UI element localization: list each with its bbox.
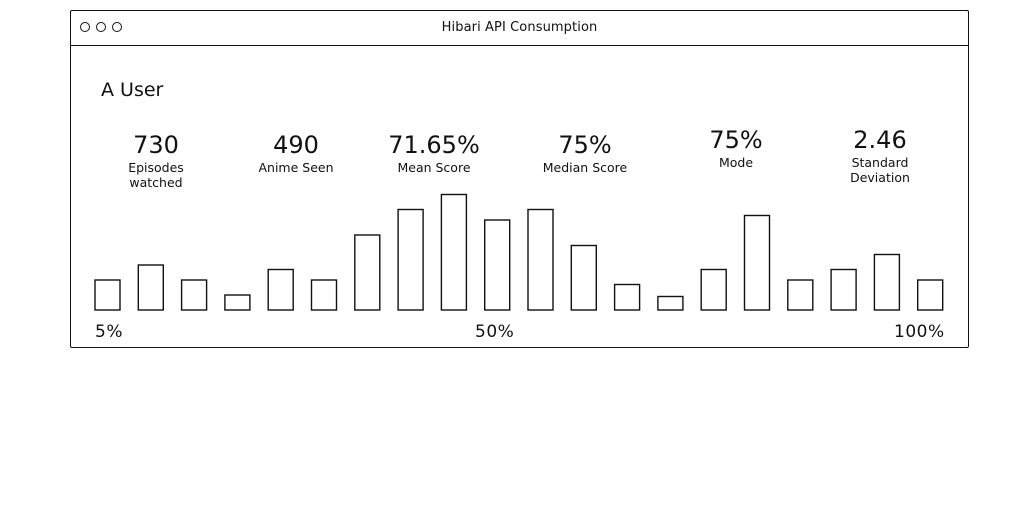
stat-label: Anime Seen [231, 160, 361, 175]
histogram-bar [917, 279, 944, 311]
stat-episodes-watched: 730 Episodes watched [91, 132, 221, 190]
x-tick-label-max: 100% [894, 322, 945, 342]
histogram-bar [484, 219, 511, 311]
stat-mode: 75% Mode [671, 127, 801, 170]
histogram-bar [267, 268, 294, 311]
stat-label: Episodes watched [91, 160, 221, 190]
stat-value: 490 [273, 131, 319, 159]
histogram-bar [830, 268, 857, 311]
stat-label-line: Mode [718, 155, 754, 170]
stat-median-score: 75% Median Score [520, 132, 650, 175]
histogram-bar [787, 279, 814, 311]
stat-mean-score: 71.65% Mean Score [369, 132, 499, 175]
stat-label: Standard Deviation [815, 155, 945, 185]
score-distribution-chart [94, 193, 944, 311]
histogram-bar [180, 279, 208, 311]
histogram-bar [224, 294, 251, 311]
histogram-bar [440, 193, 468, 311]
stat-label-line: Episodes [128, 160, 184, 175]
window-controls [80, 22, 122, 32]
stat-value: 2.46 [853, 126, 907, 154]
histogram-bar [873, 253, 901, 311]
histogram-bar [527, 208, 554, 311]
app-window: Hibari API Consumption A User 730 Episod… [70, 10, 969, 348]
stat-label-line: Standard [851, 155, 909, 170]
stat-value: 75% [558, 131, 612, 159]
window-titlebar: Hibari API Consumption [71, 11, 968, 46]
histogram-bar [354, 234, 381, 311]
stat-label: Mode [671, 155, 801, 170]
x-tick-label-min: 5% [95, 322, 123, 342]
stat-label-line: Median Score [542, 160, 628, 175]
stat-label: Mean Score [369, 160, 499, 175]
minimize-window-button[interactable] [96, 22, 106, 32]
stat-label-line: watched [129, 175, 183, 190]
stat-standard-deviation: 2.46 Standard Deviation [815, 127, 945, 185]
histogram-bar [570, 244, 597, 311]
user-name-heading: A User [101, 79, 164, 101]
close-window-button[interactable] [80, 22, 90, 32]
x-tick-label-mid: 50% [475, 322, 515, 342]
histogram-bar [743, 214, 771, 311]
histogram-bar [310, 279, 338, 311]
histogram-bar [397, 208, 424, 311]
maximize-window-button[interactable] [112, 22, 122, 32]
histogram-bar [700, 268, 727, 311]
stat-label: Median Score [520, 160, 650, 175]
stat-value: 71.65% [388, 131, 480, 159]
stat-label-line: Mean Score [397, 160, 471, 175]
stat-anime-seen: 490 Anime Seen [231, 132, 361, 175]
histogram-bar [657, 295, 684, 311]
histogram-bar [613, 283, 641, 311]
window-title: Hibari API Consumption [441, 20, 598, 35]
histogram-bar [94, 279, 121, 311]
stat-label-line: Anime Seen [258, 160, 334, 175]
stat-label-line: Deviation [850, 170, 910, 185]
histogram-bar [137, 264, 165, 311]
stat-value: 730 [133, 131, 179, 159]
stat-value: 75% [709, 126, 763, 154]
